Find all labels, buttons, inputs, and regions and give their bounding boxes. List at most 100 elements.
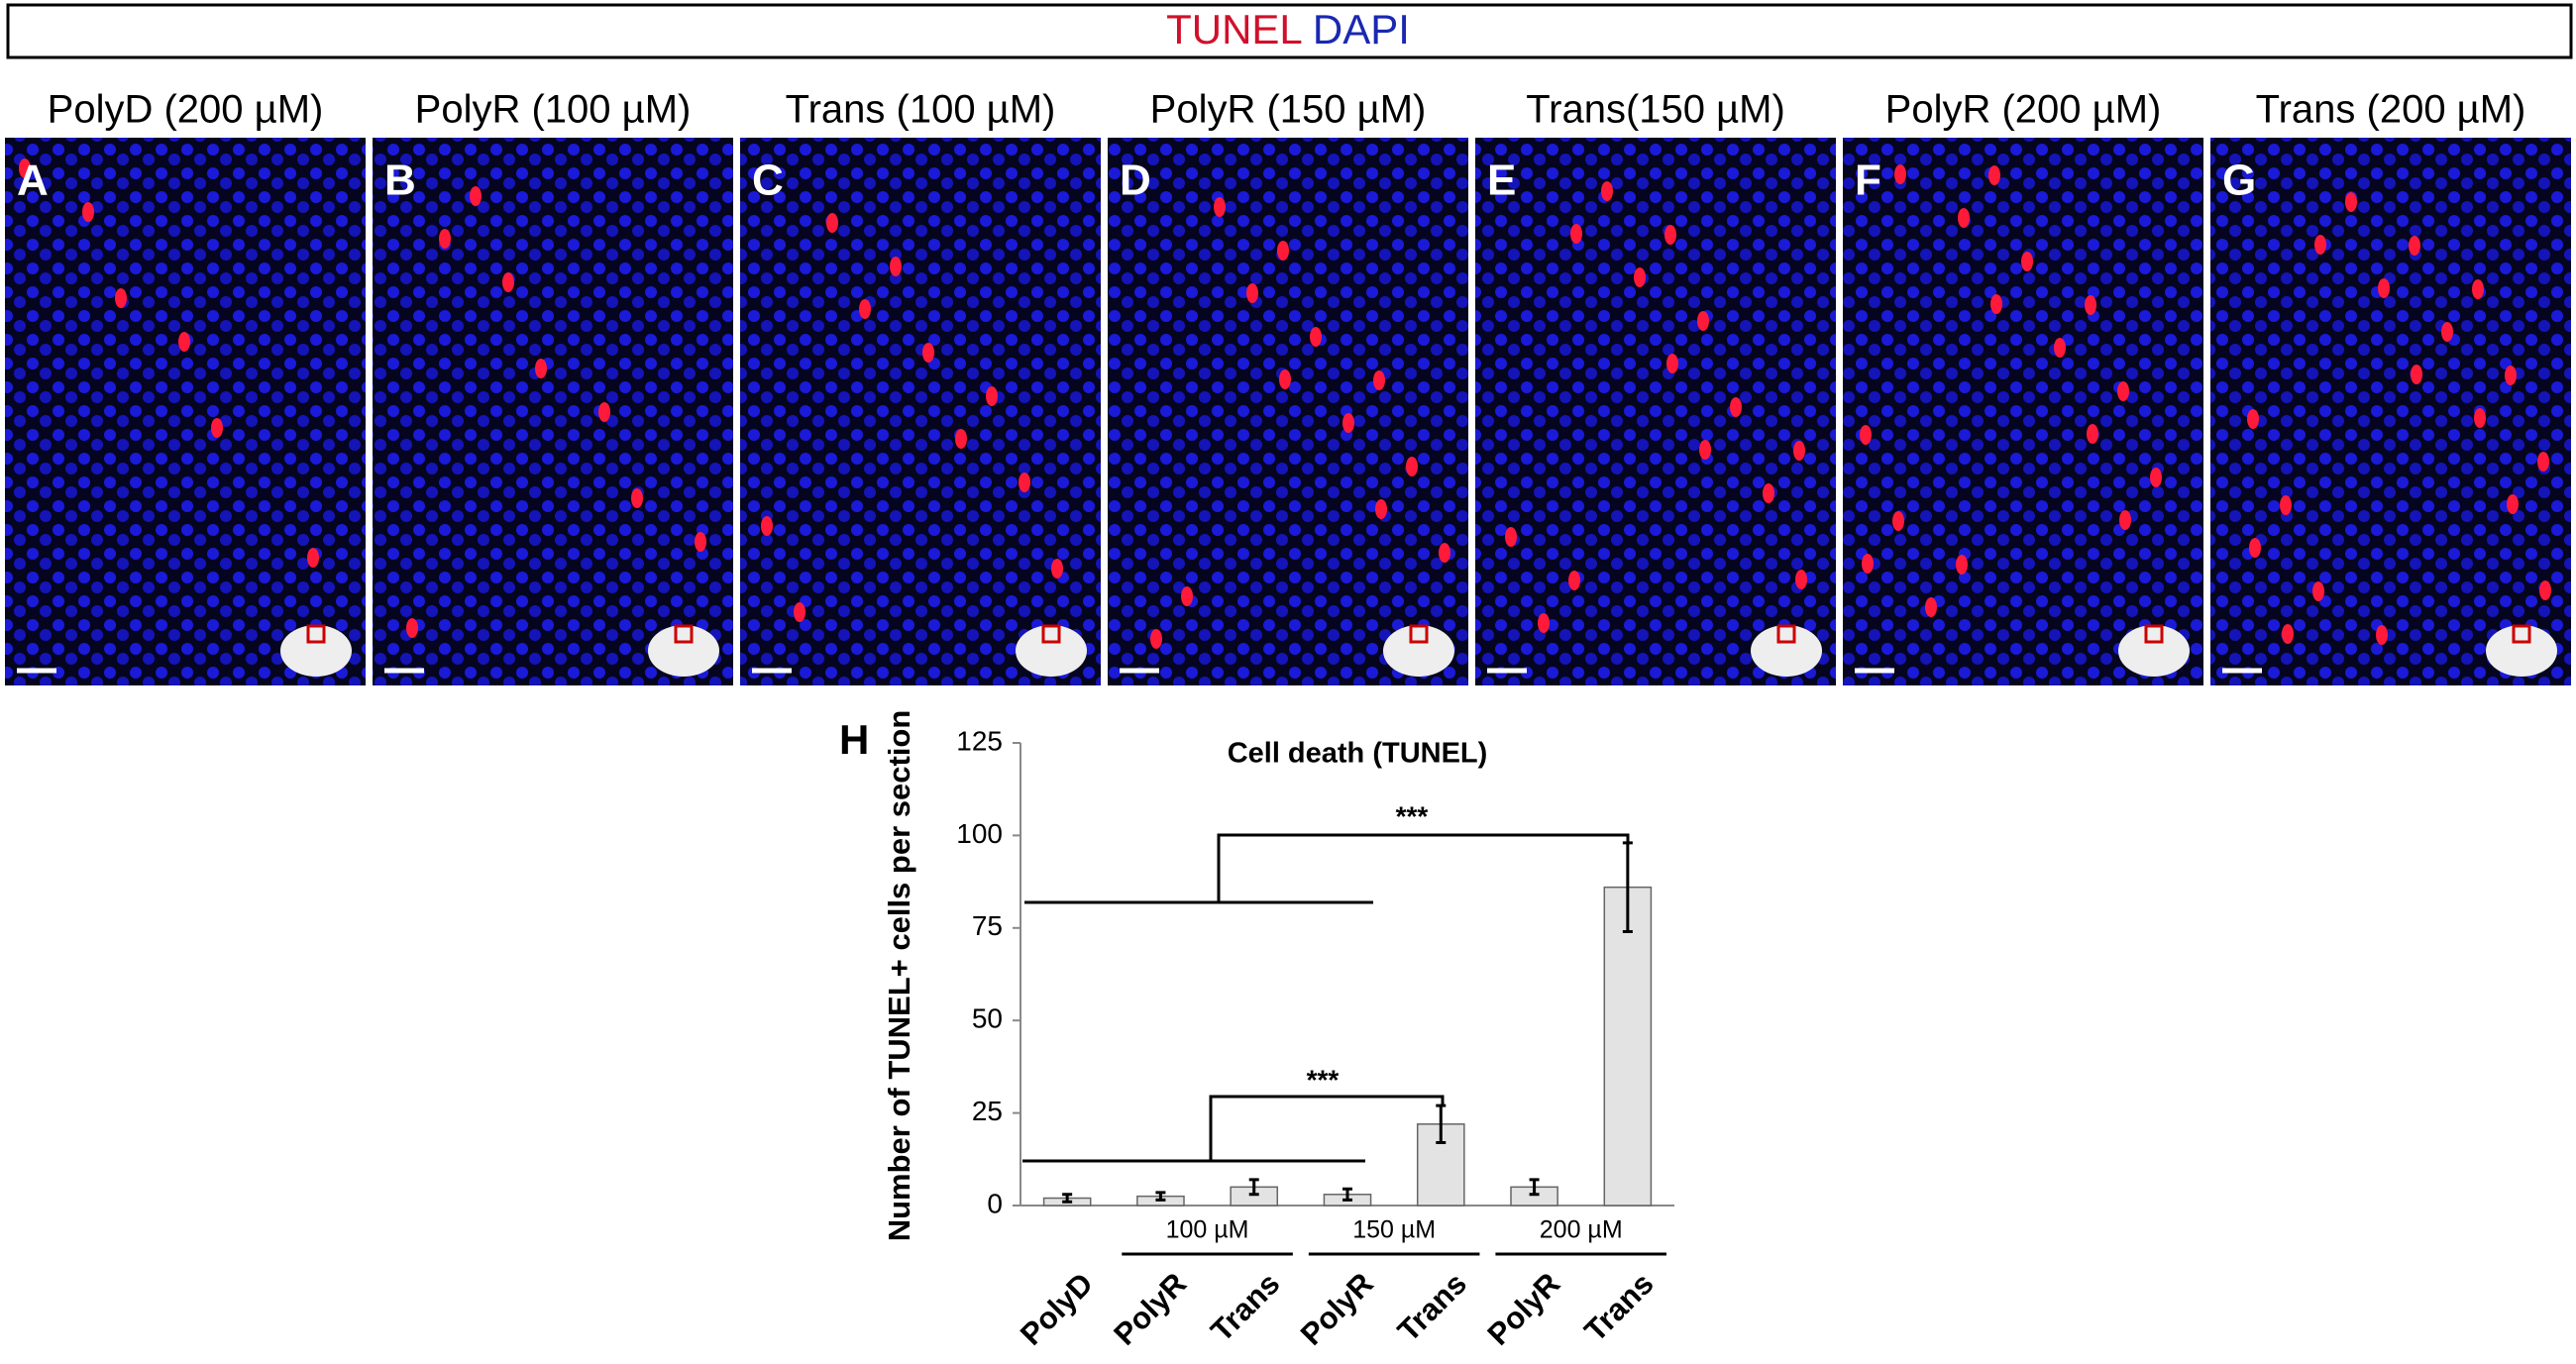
- tunel-spot: [1373, 370, 1385, 390]
- tunel-spot: [2376, 625, 2388, 645]
- tunel-spot: [1214, 197, 1226, 217]
- error-bar: [1436, 1103, 1447, 1144]
- panel-label: E: [1487, 157, 1516, 205]
- tunel-spot: [1988, 165, 2000, 185]
- micrograph: [1108, 138, 1468, 685]
- x-tick-label: PolyD: [1014, 1266, 1100, 1352]
- tunel-spot: [890, 257, 902, 276]
- tunel-spot: [2411, 365, 2422, 384]
- panel-title: PolyR (100 µM): [415, 88, 692, 132]
- y-tick-label: 125: [956, 725, 1003, 756]
- tunel-spot: [631, 488, 643, 508]
- tunel-spot: [178, 332, 190, 352]
- tunel-spot: [761, 516, 773, 536]
- header-box: [6, 3, 2573, 59]
- tunel-spot: [2150, 468, 2162, 487]
- tunel-spot: [406, 618, 418, 638]
- tunel-spot: [1793, 441, 1805, 461]
- region-box: [1041, 624, 1061, 644]
- tunel-spot: [2085, 295, 2096, 315]
- panel-title: Trans (100 µM): [786, 88, 1056, 132]
- tunel-spot: [859, 299, 871, 319]
- tunel-spot: [2119, 510, 2131, 530]
- tunel-spot: [1666, 354, 1678, 373]
- region-box: [2144, 624, 2164, 644]
- tunel-spot: [2441, 322, 2453, 342]
- x-tick-label: Trans: [1391, 1266, 1473, 1348]
- tunel-spot: [1894, 164, 1906, 184]
- tunel-spot: [1956, 555, 1968, 575]
- x-tick-label: Trans: [1204, 1266, 1286, 1348]
- panel-label: F: [1855, 157, 1881, 205]
- panel-title: Trans(150 µM): [1526, 88, 1785, 132]
- tunel-spot: [1277, 241, 1289, 261]
- tunel-spot: [598, 402, 610, 422]
- x-tick-label: Trans: [1577, 1266, 1660, 1348]
- tunel-spot: [2117, 381, 2129, 401]
- panel-title: Trans (200 µM): [2256, 88, 2526, 132]
- tunel-spot: [470, 186, 482, 206]
- tunel-spot: [1181, 586, 1193, 606]
- micrograph: [5, 138, 366, 685]
- tunel-spot: [986, 386, 998, 406]
- tunel-spot: [211, 418, 223, 438]
- error-bar: [1529, 1178, 1540, 1197]
- tunel-spot: [1051, 559, 1063, 578]
- y-tick-label: 75: [972, 910, 1003, 941]
- tunel-spot: [535, 359, 547, 378]
- micrograph: [2210, 138, 2571, 685]
- tunel-spot: [439, 229, 451, 249]
- panel-title: PolyR (200 µM): [1885, 88, 2162, 132]
- tunel-spot: [502, 272, 514, 292]
- tunel-spot: [1697, 311, 1709, 331]
- tunel-spot: [1406, 457, 1418, 476]
- panel-label: D: [1120, 157, 1151, 205]
- stain-dapi: DAPI: [1313, 6, 1410, 52]
- tunel-spot: [1730, 397, 1742, 417]
- tunel-spot: [1310, 327, 1322, 347]
- brain-icon: [2118, 625, 2190, 677]
- tunel-spot: [1763, 483, 1774, 503]
- tunel-spot: [2312, 581, 2324, 601]
- brain-icon: [648, 625, 719, 677]
- tunel-spot: [2345, 192, 2357, 212]
- stain-tunel: TUNEL: [1166, 6, 1301, 52]
- error-bar: [1342, 1187, 1352, 1202]
- tunel-spot: [1505, 527, 1517, 547]
- tunel-spot: [2054, 338, 2066, 358]
- tunel-spot: [826, 213, 838, 233]
- region-box: [674, 624, 694, 644]
- tunel-spot: [1795, 570, 1807, 589]
- header: TUNEL DAPI: [1166, 6, 1410, 52]
- panel-label: H: [839, 716, 869, 763]
- tunel-spot: [955, 429, 967, 449]
- x-tick-label: PolyR: [1107, 1266, 1193, 1352]
- panel-label: G: [2222, 157, 2256, 205]
- tunel-spot: [922, 343, 934, 363]
- bar-chart: H Cell death (TUNEL) Number of TUNEL+ cell…: [839, 710, 1674, 1352]
- brain-icon: [1383, 625, 1454, 677]
- micrograph: [1843, 138, 2203, 685]
- significance-label: ***: [1396, 800, 1429, 831]
- tunel-spot: [115, 288, 127, 308]
- y-tick-label: 0: [987, 1188, 1003, 1218]
- tunel-spot: [2409, 236, 2420, 256]
- tunel-spot: [1019, 472, 1030, 492]
- tunel-spot: [1699, 440, 1711, 460]
- significance-bracket: [1024, 833, 1630, 904]
- tunel-spot: [2537, 452, 2549, 472]
- tunel-spot: [2505, 366, 2517, 385]
- tunel-spot: [82, 202, 94, 222]
- tunel-spot: [2249, 538, 2261, 558]
- tunel-spot: [1279, 369, 1291, 389]
- region-box: [1409, 624, 1429, 644]
- region-box: [1776, 624, 1796, 644]
- panels: PolyD (200 µM) A PolyR (100 µM) B Trans (100…: [5, 88, 2571, 685]
- tunel-spot: [794, 602, 805, 622]
- y-tick-label: 25: [972, 1096, 1003, 1126]
- micrograph: [373, 138, 733, 685]
- tunel-spot: [2087, 424, 2098, 444]
- tunel-spot: [307, 548, 319, 568]
- tunel-spot: [2472, 279, 2484, 299]
- tunel-spot: [2247, 409, 2259, 429]
